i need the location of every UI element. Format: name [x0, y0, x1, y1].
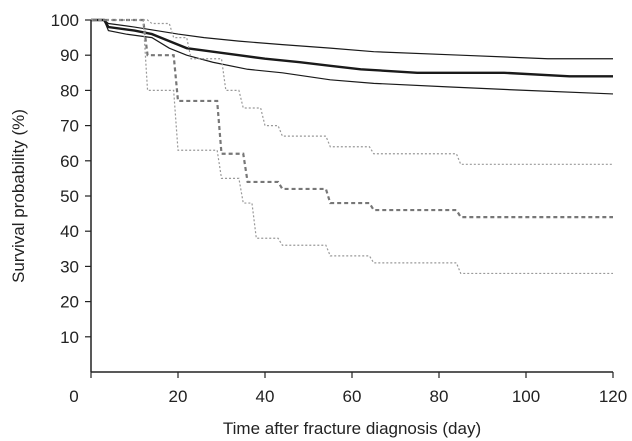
y-tick-label: 60 — [60, 152, 79, 171]
series-line-2 — [91, 19, 613, 60]
x-axis-title: Time after fracture diagnosis (day) — [223, 419, 481, 438]
series-layer — [91, 18, 614, 275]
origin-label: 0 — [69, 387, 78, 406]
series-line-1 — [91, 18, 613, 78]
x-tick-label: 120 — [599, 387, 627, 406]
y-tick-label: 30 — [60, 257, 79, 276]
y-tick-label: 90 — [60, 46, 79, 65]
series-line-3 — [91, 19, 614, 95]
x-tick-label: 100 — [512, 387, 540, 406]
y-axis-title: Survival probability (%) — [9, 109, 28, 283]
y-tick-label: 20 — [60, 293, 79, 312]
y-tick-label: 100 — [51, 11, 79, 30]
series-line-4 — [91, 18, 613, 219]
series-line-5 — [91, 19, 613, 165]
y-tick-label: 40 — [60, 222, 79, 241]
y-tick-label: 50 — [60, 187, 79, 206]
axes-layer — [90, 20, 613, 373]
y-tick-label: 70 — [60, 117, 79, 136]
x-tick-label: 40 — [256, 387, 275, 406]
x-tick-label: 80 — [430, 387, 449, 406]
ticks-layer: 10 20 30 40 50 60 70 80 90 100 20 40 60 80 100 120 0 — [51, 11, 628, 406]
y-tick-label: 10 — [60, 328, 79, 347]
y-tick-label: 80 — [60, 81, 79, 100]
x-tick-label: 20 — [169, 387, 188, 406]
series-line-6 — [91, 19, 613, 275]
x-tick-label: 60 — [343, 387, 362, 406]
